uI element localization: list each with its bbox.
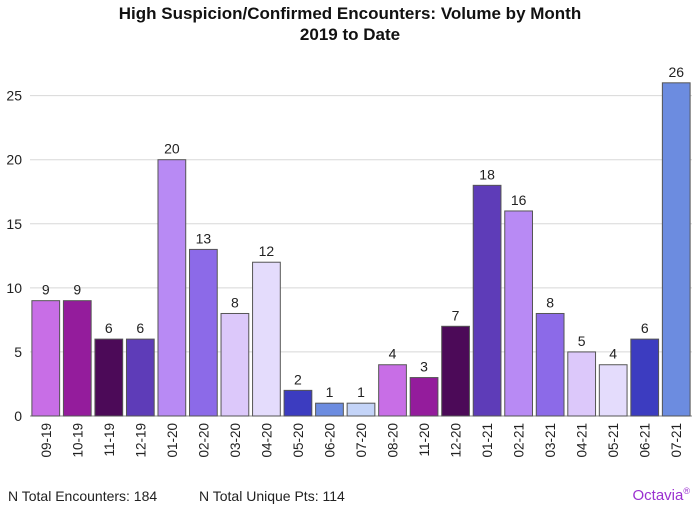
x-tick-label: 03-21: [543, 423, 558, 458]
x-tick-label: 05-21: [606, 423, 621, 458]
bar-value-label: 3: [420, 359, 428, 375]
bar-value-label: 4: [389, 346, 397, 362]
x-tick-label: 01-20: [165, 423, 180, 458]
x-tick-label: 11-20: [417, 423, 432, 457]
bar: [378, 364, 407, 417]
total-encounters-label: N Total Encounters: 184: [8, 488, 158, 504]
x-tick-label: 07-21: [669, 423, 684, 458]
chart-title-block: High Suspicion/Confirmed Encounters: Vol…: [0, 3, 700, 45]
bar: [315, 402, 344, 417]
bar-value-label: 6: [105, 320, 113, 336]
bar-value-label: 13: [196, 230, 212, 246]
bar-value-label: 6: [641, 320, 649, 336]
bar: [598, 364, 628, 417]
x-tick-label: 09-19: [39, 423, 54, 458]
y-tick-label: 0: [14, 408, 22, 424]
bar-value-label: 7: [452, 307, 460, 323]
bar-value-label: 1: [357, 384, 365, 400]
bar-chart: 0510152025909-19910-19611-19612-192001-2…: [6, 64, 692, 458]
x-tick-label: 08-20: [386, 423, 401, 458]
bar-value-label: 1: [326, 384, 334, 400]
x-tick-label: 06-20: [322, 423, 337, 458]
x-tick-label: 04-21: [575, 423, 590, 458]
bar: [441, 325, 470, 417]
x-tick-label: 11-19: [102, 423, 117, 457]
bar-value-label: 8: [231, 294, 239, 310]
bar-value-label: 5: [578, 333, 586, 349]
brand-logo: Octavia®: [633, 486, 691, 504]
bar: [189, 248, 218, 417]
bar-value-label: 16: [511, 192, 527, 208]
x-tick-label: 06-21: [638, 423, 653, 458]
bar: [661, 82, 691, 417]
bar: [535, 312, 565, 417]
x-tick-label: 03-20: [228, 423, 243, 458]
bar: [220, 312, 250, 417]
bar-value-label: 20: [164, 141, 180, 157]
x-tick-label: 02-20: [196, 423, 211, 458]
x-tick-label: 01-21: [480, 423, 495, 458]
bar-value-label: 26: [668, 64, 684, 80]
bar-value-label: 9: [73, 282, 81, 298]
brand-registered-mark: ®: [683, 486, 690, 496]
bar-value-label: 6: [136, 320, 144, 336]
bar: [504, 210, 533, 417]
y-tick-label: 10: [6, 280, 22, 296]
y-tick-label: 20: [6, 152, 22, 168]
chart-title: High Suspicion/Confirmed Encounters: Vol…: [118, 4, 582, 23]
bar-value-label: 8: [546, 294, 554, 310]
bar: [157, 159, 187, 417]
bar-value-label: 9: [42, 282, 50, 298]
bar: [62, 300, 92, 417]
chart-subtitle: 2019 to Date: [299, 25, 401, 44]
brand-name: Octavia: [632, 487, 684, 504]
unique-pts-label: N Total Unique Pts: 114: [199, 488, 345, 504]
bar: [409, 377, 439, 417]
y-tick-label: 25: [6, 88, 22, 104]
bar-value-label: 12: [259, 243, 275, 259]
x-tick-label: 12-20: [449, 423, 464, 458]
bar-value-label: 4: [609, 346, 617, 362]
x-tick-label: 07-20: [354, 423, 369, 458]
bar: [125, 338, 155, 417]
bar: [31, 300, 61, 417]
bar: [94, 338, 124, 417]
y-tick-label: 15: [6, 216, 22, 232]
x-tick-label: 12-19: [133, 423, 148, 458]
x-tick-label: 04-20: [259, 423, 274, 458]
x-tick-label: 02-21: [512, 423, 527, 458]
bar: [283, 389, 313, 417]
x-tick-label: 10-19: [70, 423, 85, 458]
bar-value-label: 18: [479, 166, 495, 182]
bar: [346, 402, 376, 417]
y-tick-label: 5: [14, 344, 22, 360]
bar: [567, 351, 597, 417]
x-tick-label: 05-20: [291, 423, 306, 458]
bar: [630, 338, 660, 417]
bar: [252, 261, 281, 417]
bar-value-label: 2: [294, 371, 302, 387]
bar: [472, 184, 502, 417]
